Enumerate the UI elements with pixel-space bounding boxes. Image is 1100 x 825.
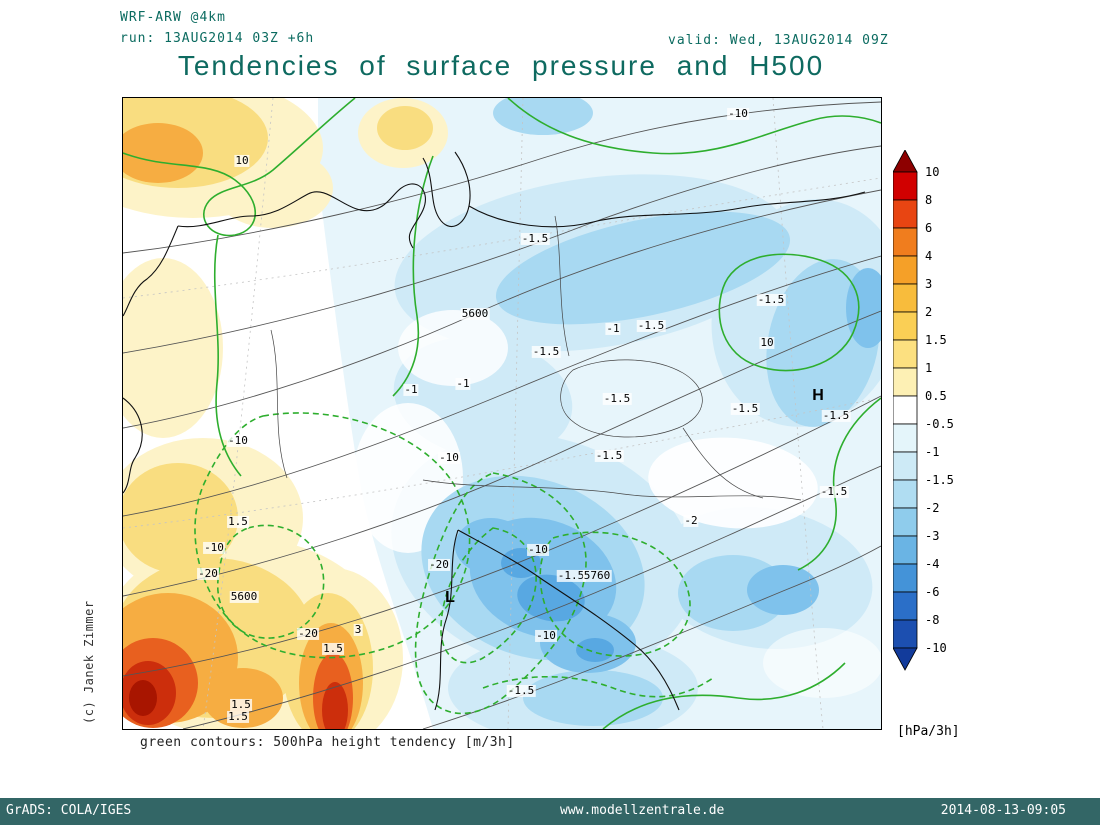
colorbar-tick-label: 1.5 [925, 333, 947, 347]
contour-label: -1.5 [556, 568, 586, 583]
contour-label: -1.5 [819, 484, 849, 499]
colorbar-tick-label: 8 [925, 193, 932, 207]
contour-label: -1 [403, 382, 419, 397]
colorbar-segment [892, 563, 918, 593]
contour-label: -10 [203, 540, 225, 555]
colorbar-tick-label: -1.5 [925, 473, 954, 487]
colorbar-top-arrow [892, 149, 918, 173]
model-name: WRF-ARW @4km [120, 10, 226, 25]
colorbar-segment [892, 255, 918, 285]
map-labels-layer: 10 -10 -1.5 5600 -1.5 10 -1.5 -1 -1.5 -1 -1 -1.5 -1.… [123, 98, 881, 729]
footer-website: www.modellzentrale.de [560, 803, 725, 818]
contour-label: -1.5 [730, 401, 760, 416]
tendency-contours-green-dashed [194, 412, 714, 715]
contour-label: -10 [527, 542, 549, 557]
pressure-center-label: L [445, 589, 455, 607]
colorbar-tick-label: 6 [925, 221, 932, 235]
map-svg [123, 98, 881, 729]
author-credit: (c) Janek Zimmer [82, 600, 96, 724]
contour-label: -10 [438, 450, 460, 465]
valid-time: valid: Wed, 13AUG2014 09Z [668, 33, 889, 48]
colorbar-tick-label: -0.5 [925, 417, 954, 431]
contour-label: -10 [535, 628, 557, 643]
colorbar-tick-label: 2 [925, 305, 932, 319]
colorbar-segment [892, 451, 918, 481]
contour-label: 10 [234, 153, 250, 168]
pressure-center-label: H [812, 387, 824, 405]
contour-label: -1.5 [756, 292, 786, 307]
colorbar: 10 8 6 4 3 2 1.5 1 0.5 -0.5 -1 -1.5 -2 -3 -4 -6 -8 -10 [892, 149, 963, 675]
contour-label: 10 [759, 335, 775, 350]
contour-label: 1.5 [227, 709, 249, 724]
colorbar-bottom-arrow [892, 647, 918, 671]
footer-software: GrADS: COLA/IGES [6, 803, 132, 818]
colorbar-tick-label: -8 [925, 613, 939, 627]
colorbar-segment [892, 227, 918, 257]
contour-label: -10 [727, 106, 749, 121]
contour-label: 1.5 [230, 697, 252, 712]
country-borders [270, 215, 802, 501]
colorbar-segment [892, 311, 918, 341]
chart-title: Tendencies of surface pressure and H500 [177, 50, 825, 81]
contour-label: 1.5 [227, 514, 249, 529]
colorbar-tick-label: -6 [925, 585, 939, 599]
colorbar-tick-label: 1 [925, 361, 932, 375]
colorbar-segment [892, 367, 918, 397]
colorbar-tick-label: 3 [925, 277, 932, 291]
colorbar-segment [892, 619, 918, 649]
colorbar-svg: 10 8 6 4 3 2 1.5 1 0.5 -0.5 -1 -1.5 -2 -3 -4 -6 -8 -10 [892, 149, 954, 671]
colorbar-tick-label: 0.5 [925, 389, 947, 403]
colorbar-tick-label: -10 [925, 641, 947, 655]
colorbar-tick-label: -3 [925, 529, 939, 543]
colorbar-segment [892, 507, 918, 537]
contour-label: -1.5 [602, 391, 632, 406]
contour-label: 1.5 [322, 641, 344, 656]
colorbar-segment [892, 535, 918, 565]
contour-label: -10 [227, 433, 249, 448]
contour-label: -1.5 [531, 344, 561, 359]
contour-label: 5760 [582, 568, 612, 583]
map-panel: 10 -10 -1.5 5600 -1.5 10 -1.5 -1 -1.5 -1 -1 -1.5 -1.… [122, 97, 882, 730]
colorbar-tick-label: 4 [925, 249, 932, 263]
map-caption: green contours: 500hPa height tendency [… [140, 735, 515, 750]
contour-label: -1.5 [821, 408, 851, 423]
colorbar-tick-label: -1 [925, 445, 939, 459]
colorbar-segment [892, 591, 918, 621]
run-info: run: 13AUG2014 03Z +6h [120, 31, 315, 46]
graticule-lines [123, 98, 881, 729]
contour-label: 5600 [460, 306, 490, 321]
colorbar-tick-label: -4 [925, 557, 939, 571]
colorbar-segment [892, 423, 918, 453]
contour-label: 3 [353, 622, 363, 637]
contour-label: -20 [428, 557, 450, 572]
colorbar-segment [892, 199, 918, 229]
colorbar-segment [892, 171, 918, 201]
colorbar-tick-label: -2 [925, 501, 939, 515]
colorbar-unit: [hPa/3h] [897, 724, 960, 739]
colorbar-tick-label: 10 [925, 165, 939, 179]
colorbar-segment [892, 283, 918, 313]
contour-label: -1.5 [636, 318, 666, 333]
colorbar-segment [892, 339, 918, 369]
contour-label: -20 [197, 566, 219, 581]
footer-bar: GrADS: COLA/IGES www.modellzentrale.de 2… [0, 798, 1100, 825]
coastlines [123, 151, 866, 711]
colorbar-segment [892, 395, 918, 425]
colorbar-segment [892, 479, 918, 509]
contour-label: 5600 [229, 589, 259, 604]
contour-label: -2 [683, 513, 699, 528]
contour-label: -1.5 [520, 231, 550, 246]
contour-label: -1.5 [506, 683, 536, 698]
footer-timestamp: 2014-08-13-09:05 [940, 803, 1066, 818]
contour-label: -1.5 [594, 448, 624, 463]
contour-label: -1 [605, 321, 621, 336]
contour-label: -20 [297, 626, 319, 641]
contour-label: -1 [455, 376, 471, 391]
